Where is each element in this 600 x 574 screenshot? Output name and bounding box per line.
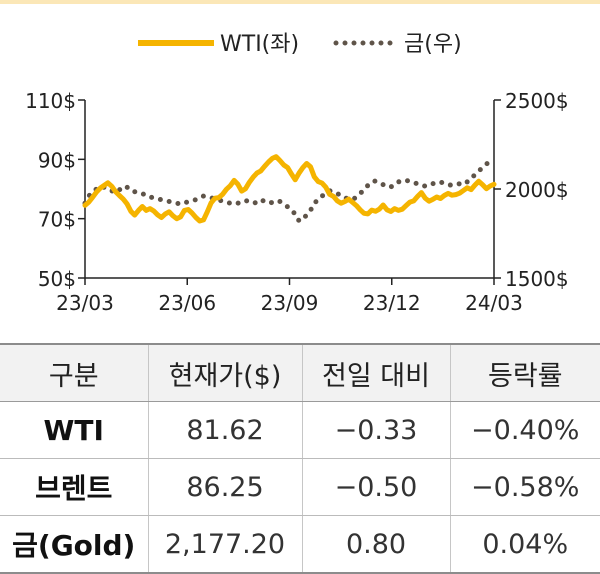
change-rate-cell: 0.04% — [449, 515, 600, 574]
x-tick-label: 23/06 — [158, 291, 216, 315]
day-change-cell: −0.33 — [301, 401, 450, 459]
header-change-rate: 등락률 — [449, 343, 600, 402]
day-change-cell: 0.80 — [301, 515, 450, 574]
x-tick-label: 23/12 — [363, 291, 421, 315]
table-row: WTI 81.62 −0.33 −0.40% — [0, 401, 600, 459]
table-row: 브렌트 86.25 −0.50 −0.58% — [0, 458, 600, 516]
axis-tick-labels: 110$ 90$ 70$ 50$ 2500$ 2000$ 1500$ 23/03 23/06 23… — [25, 89, 569, 315]
table-row: 금(Gold) 2,177.20 0.80 0.04% — [0, 515, 600, 574]
wti-series-line — [82, 154, 497, 224]
header-current-price: 현재가($) — [147, 343, 302, 402]
price-summary-table: 구분 현재가($) 전일 대비 등락률 WTI 81.62 −0.33 −0.4… — [0, 343, 600, 574]
table-header-row: 구분 현재가($) 전일 대비 등락률 — [0, 343, 600, 402]
row-label: WTI — [0, 401, 148, 459]
axis-ticks — [78, 99, 501, 285]
current-price-cell: 86.25 — [147, 458, 302, 516]
day-change-cell: −0.50 — [301, 458, 450, 516]
legend-gold-label: 금(우) — [404, 32, 462, 57]
change-rate-cell: −0.40% — [449, 401, 600, 459]
current-price-cell: 2,177.20 — [147, 515, 302, 574]
right-y-tick-label: 2500$ — [505, 89, 569, 113]
x-tick-label: 23/09 — [261, 291, 319, 315]
top-accent-line — [0, 0, 600, 4]
left-y-tick-label: 50$ — [38, 267, 76, 291]
oil-gold-line-chart: WTI(좌) 금(우) 110$ 90$ 70$ 50$ 2500$ 2000$ 1500$… — [25, 32, 569, 315]
x-tick-label: 23/03 — [56, 291, 114, 315]
left-y-tick-label: 90$ — [38, 148, 76, 172]
row-label: 브렌트 — [0, 458, 148, 516]
left-y-tick-label: 70$ — [38, 208, 76, 232]
gold-series-line — [82, 158, 497, 224]
series-layer — [82, 154, 497, 224]
change-rate-cell: −0.58% — [449, 458, 600, 516]
chart-axes — [84, 100, 495, 279]
right-y-tick-label: 1500$ — [505, 267, 569, 291]
chart-legend: WTI(좌) 금(우) — [138, 32, 462, 57]
header-day-change: 전일 대비 — [301, 343, 450, 402]
legend-wti-label: WTI(좌) — [220, 32, 299, 57]
right-y-tick-label: 2000$ — [505, 178, 569, 202]
x-tick-label: 24/03 — [465, 291, 523, 315]
row-label: 금(Gold) — [0, 515, 148, 574]
header-category: 구분 — [0, 343, 148, 402]
left-y-tick-label: 110$ — [25, 89, 76, 113]
current-price-cell: 81.62 — [147, 401, 302, 459]
